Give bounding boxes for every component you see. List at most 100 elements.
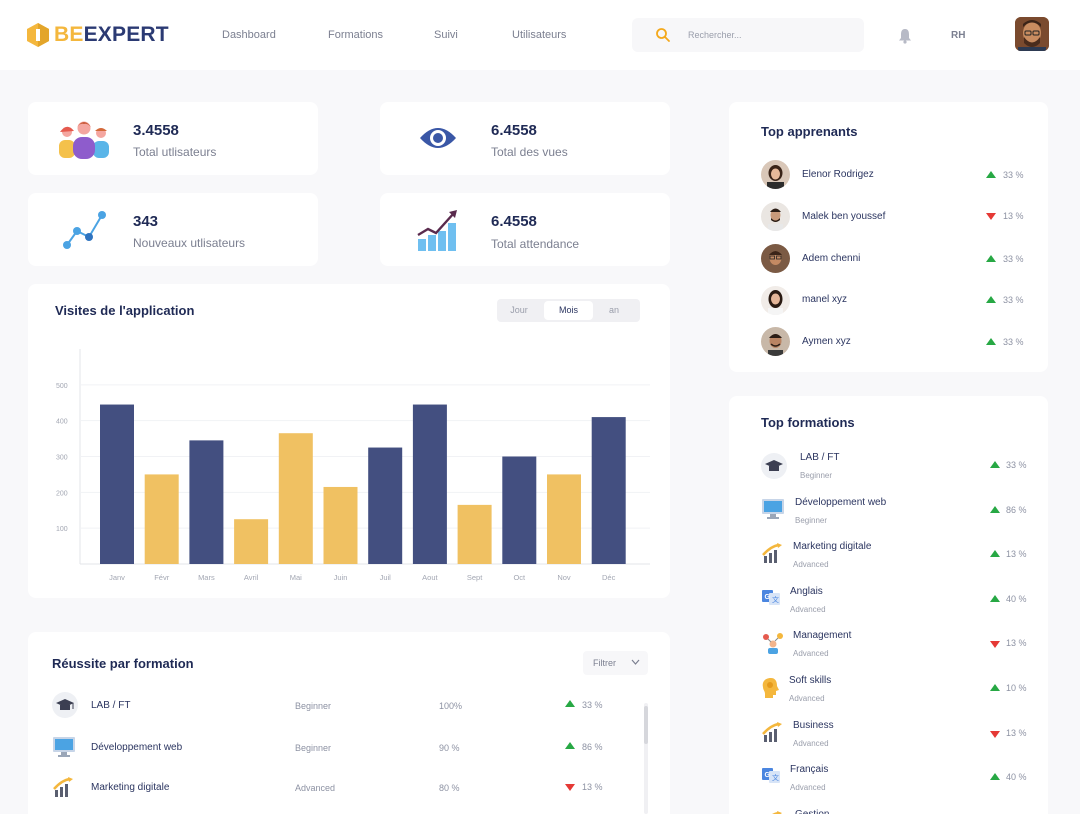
y-tick-label: 300 xyxy=(56,455,68,462)
top-formations-title: Top formations xyxy=(761,415,855,430)
stat-card-total-attendance: 6.4558 Total attendance xyxy=(380,193,670,266)
x-tick-label: Sept xyxy=(467,573,483,582)
y-tick-label: 200 xyxy=(56,490,68,497)
chart-bar[interactable] xyxy=(502,456,537,565)
nav-suivi[interactable]: Suivi xyxy=(434,29,458,41)
chart-bar[interactable] xyxy=(323,486,358,564)
reussite-row-name: Développement web xyxy=(91,742,183,753)
formation-level: Advanced xyxy=(793,738,829,748)
chart-bar[interactable] xyxy=(591,417,626,564)
period-tab-an[interactable]: an xyxy=(608,305,619,315)
reussite-row-level: Advanced xyxy=(295,783,336,793)
bell-icon[interactable] xyxy=(898,28,912,44)
learner-pct: 33 % xyxy=(1003,170,1024,180)
x-tick-label: Nov xyxy=(557,573,571,582)
brand-part-expert: EXPERT xyxy=(83,23,169,46)
svg-text:G: G xyxy=(765,594,771,601)
x-tick-label: Juin xyxy=(334,573,348,582)
brand-logo[interactable]: BEEXPERT xyxy=(26,22,169,48)
learner-name: Elenor Rodrigez xyxy=(802,169,874,180)
trend-up-icon xyxy=(565,742,575,749)
nav-utilisateurs[interactable]: Utilisateurs xyxy=(512,29,567,41)
stat-card-total-users: 3.4558 Total utlisateurs xyxy=(28,102,318,175)
formation-name: Développement web xyxy=(795,496,887,508)
monitor-icon xyxy=(761,498,785,522)
chart-bar[interactable] xyxy=(368,447,403,564)
x-tick-label: Aout xyxy=(422,573,438,582)
learner-pct: 33 % xyxy=(1003,295,1024,305)
trend-down-icon xyxy=(565,784,575,791)
x-tick-label: Avril xyxy=(244,573,259,582)
search-placeholder: Rechercher... xyxy=(688,30,742,40)
learner-name: Aymen xyz xyxy=(802,336,851,347)
growth-chart-icon xyxy=(53,777,73,797)
chevron-down-icon xyxy=(631,659,640,665)
formation-name: Anglais xyxy=(790,585,823,597)
learner-name: Malek ben youssef xyxy=(802,211,886,222)
trend-up-icon xyxy=(990,505,1000,513)
learner-avatar xyxy=(761,327,790,356)
visits-bar-chart: 100 200 300 400 500 Janv Févr Mars Avril Mai Juin J… xyxy=(56,349,650,582)
learner-pct: 13 % xyxy=(1003,211,1024,221)
visits-chart-title: Visites de l'application xyxy=(55,303,195,318)
stat-label-total-attendance: Total attendance xyxy=(491,237,580,251)
stat-value-new-users: 343 xyxy=(133,213,159,230)
eye-icon xyxy=(420,128,456,148)
user-role[interactable]: RH xyxy=(951,30,966,41)
top-apprenants-title: Top apprenants xyxy=(761,124,858,139)
stat-label-total-views: Total des vues xyxy=(491,145,568,159)
graduation-cap-icon xyxy=(52,692,78,718)
chart-bar[interactable] xyxy=(189,440,224,564)
brain-icon xyxy=(760,676,784,700)
formation-pct: 13 % xyxy=(1006,638,1027,649)
nav-dashboard[interactable]: Dashboard xyxy=(222,29,276,41)
formation-name: Gestion xyxy=(795,809,829,814)
filter-dropdown[interactable]: Filtrer xyxy=(583,651,648,675)
trend-up-icon xyxy=(990,550,1000,558)
svg-text:文: 文 xyxy=(772,595,779,604)
formation-level: Beginner xyxy=(795,515,828,525)
formation-pct: 86 % xyxy=(1006,504,1027,515)
chart-bar[interactable] xyxy=(278,433,313,564)
reussite-scrollbar[interactable] xyxy=(644,703,648,814)
period-tab-mois[interactable]: Mois xyxy=(544,301,593,320)
reussite-row-pct: 33 % xyxy=(582,700,603,710)
period-tab-jour[interactable]: Jour xyxy=(510,305,528,315)
line-trend-icon xyxy=(63,211,106,249)
search-icon xyxy=(656,28,670,42)
learner-avatar xyxy=(761,244,790,273)
trend-up-icon xyxy=(990,773,1000,781)
trend-down-icon xyxy=(986,213,996,220)
formation-name: Business xyxy=(793,719,834,731)
x-tick-label: Juil xyxy=(380,573,392,582)
chart-bar[interactable] xyxy=(100,404,134,564)
users-group-icon xyxy=(59,121,109,159)
y-tick-label: 500 xyxy=(56,383,68,390)
chart-bar[interactable] xyxy=(547,474,581,564)
formation-level: Advanced xyxy=(793,649,829,659)
nav-formations[interactable]: Formations xyxy=(328,29,384,41)
growth-chart-icon xyxy=(761,721,785,745)
stat-card-total-views: 6.4558 Total des vues xyxy=(380,102,670,175)
y-tick-label: 400 xyxy=(56,419,68,426)
x-tick-label: Mars xyxy=(198,573,215,582)
reussite-card xyxy=(28,632,670,814)
formation-level: Advanced xyxy=(790,604,826,614)
management-icon xyxy=(761,631,785,655)
user-avatar[interactable] xyxy=(1015,17,1049,51)
trend-down-icon xyxy=(990,641,1000,649)
scrollbar-thumb[interactable] xyxy=(644,706,648,744)
chart-bar[interactable] xyxy=(457,504,492,564)
trend-up-icon xyxy=(986,296,996,303)
learner-pct: 33 % xyxy=(1003,337,1024,347)
chart-bar[interactable] xyxy=(234,519,269,564)
reussite-row-pct: 13 % xyxy=(582,782,603,792)
learner-avatar xyxy=(761,202,790,231)
formation-pct: 10 % xyxy=(1006,683,1027,693)
filter-label: Filtrer xyxy=(593,658,616,668)
chart-bar[interactable] xyxy=(144,474,179,564)
chart-bar[interactable] xyxy=(412,404,447,564)
y-tick-label: 100 xyxy=(56,526,68,533)
search-input[interactable]: Rechercher... xyxy=(632,18,864,52)
